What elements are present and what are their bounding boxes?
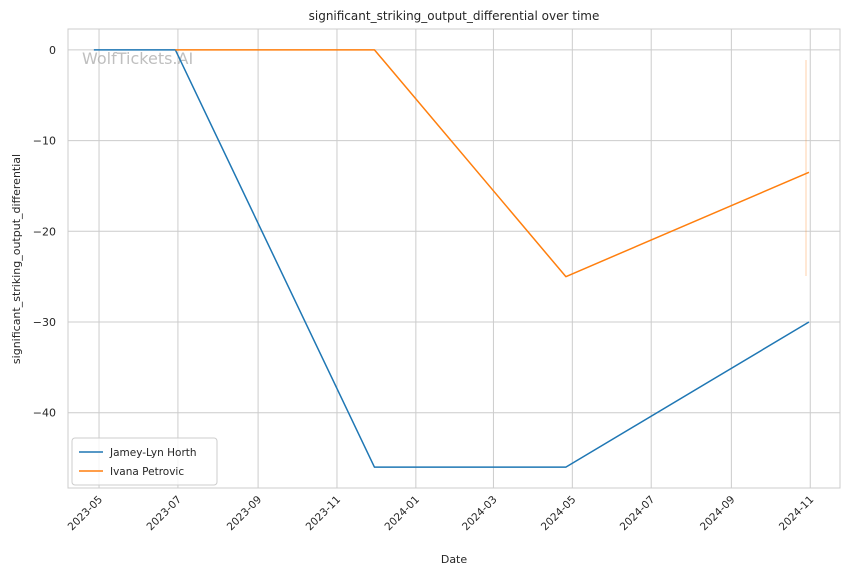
x-tick-label: 2024-03 <box>460 494 500 534</box>
x-tick-label: 2023-07 <box>145 494 185 534</box>
x-axis-ticks: 2023-05 2023-07 2023-09 2023-11 2024-01 2024-… <box>66 494 817 534</box>
x-tick-label: 2024-01 <box>382 494 422 534</box>
y-axis-ticks: 0 −10 −20 −30 −40 <box>33 44 56 420</box>
watermark: WolfTickets.AI <box>82 49 193 68</box>
x-tick-label: 2023-05 <box>66 494 106 534</box>
x-tick-label: 2024-07 <box>618 494 658 534</box>
x-tick-label: 2024-05 <box>539 494 579 534</box>
y-axis-label: significant_striking_output_differential <box>10 154 23 364</box>
legend-label-jamey-lyn-horth: Jamey-Lyn Horth <box>109 447 197 459</box>
legend-frame <box>71 437 218 486</box>
y-tick-label: 0 <box>49 44 56 57</box>
legend-label-ivana-petrovic: Ivana Petrovic <box>110 466 184 478</box>
y-tick-label: −40 <box>33 407 56 420</box>
plot-area <box>67 28 841 489</box>
series-line-ivana-petrovic <box>175 49 810 278</box>
x-tick-label: 2023-09 <box>225 494 265 534</box>
x-axis-label: Date <box>441 553 468 566</box>
y-tick-label: −20 <box>33 225 56 238</box>
y-tick-label: −30 <box>33 316 56 329</box>
series-layer <box>93 49 810 468</box>
chart-title: significant_striking_output_differential… <box>309 9 600 23</box>
x-tick-label: 2023-11 <box>304 494 344 534</box>
x-tick-label: 2024-09 <box>698 494 738 534</box>
y-tick-label: −10 <box>33 135 56 148</box>
legend: Jamey-Lyn Horth Ivana Petrovic <box>71 437 218 486</box>
x-tick-label: 2024-11 <box>777 494 817 534</box>
